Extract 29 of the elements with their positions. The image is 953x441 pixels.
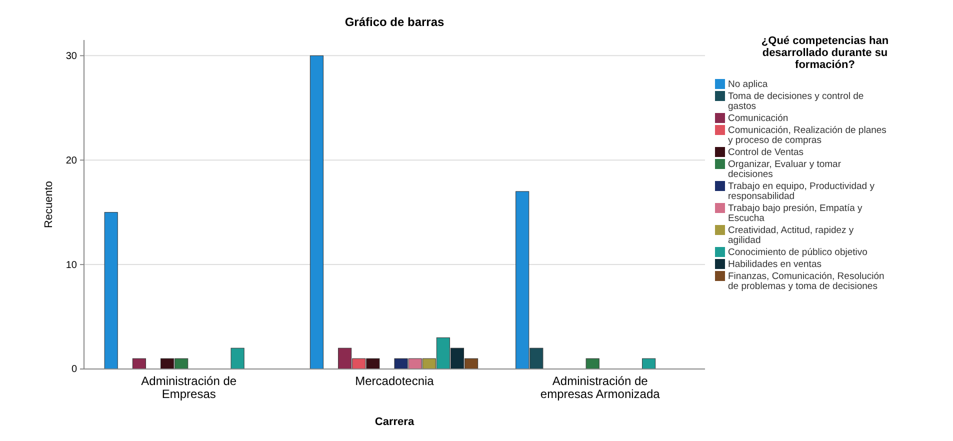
x-tick-label: Administración de Empresas [141,374,237,401]
legend-label: Organizar, Evaluar y tomar decisiones [728,159,841,180]
legend-label: Comunicación, Realización de planes y proceso de compras [728,125,887,146]
x-tick-label: Administración de empresas Armonizada [540,374,660,401]
y-tick-label: 30 [66,50,78,62]
legend-label: Habilidades en ventas [728,259,822,270]
chart-title: Gráfico de barras [344,15,445,29]
x-tick-label: Mercadotecnia [355,374,434,388]
bar [230,348,244,370]
bar [104,212,118,370]
legend-label: Creatividad, Actitud, rapidez y agilidad [728,225,854,246]
legend-title: ¿Qué competencias han desarrollado durante su formación? [761,35,889,71]
legend-label: Toma de decisiones y control de gastos [728,91,864,112]
y-axis-title: Recuento [43,180,55,228]
legend-label: Conocimiento de público objetivo [728,247,868,258]
y-tick-label: 0 [71,364,78,376]
bar [132,358,146,370]
legend-label: Comunicación [728,113,788,124]
bar [642,358,656,370]
x-axis-title: Carrera [374,416,415,428]
y-tick-label: 10 [66,260,78,271]
legend-label: Finanzas, Comunicación, Resolución de problemas y toma de decisiones [728,271,884,292]
bar [310,55,324,370]
bar [586,358,600,370]
legend-label: Trabajo bajo presión, Empatía y Escucha [728,203,863,224]
legend-label: No aplica [728,79,768,90]
y-tick-label: 20 [66,155,78,166]
legend-label: Trabajo en equipo, Productividad y responsabilidad [728,181,875,202]
legend-label: Control de Ventas [728,147,804,158]
